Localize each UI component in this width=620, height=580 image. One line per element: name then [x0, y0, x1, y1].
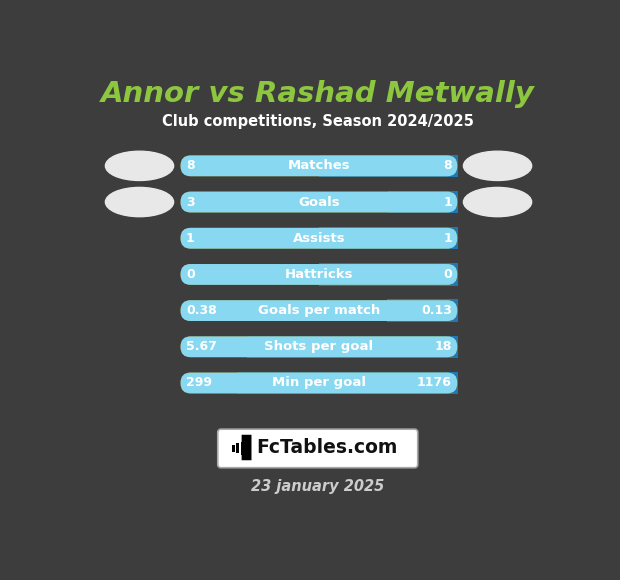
Text: 1: 1: [443, 232, 452, 245]
FancyBboxPatch shape: [180, 300, 458, 321]
Text: 1: 1: [443, 195, 452, 209]
Bar: [236, 444, 239, 454]
FancyBboxPatch shape: [180, 336, 458, 357]
Text: 5.67: 5.67: [186, 340, 217, 353]
FancyBboxPatch shape: [180, 264, 458, 285]
Ellipse shape: [105, 187, 174, 217]
Text: 0: 0: [443, 268, 452, 281]
Text: Min per goal: Min per goal: [272, 376, 366, 390]
Text: Annor vs Rashad Metwally: Annor vs Rashad Metwally: [101, 80, 534, 108]
Text: 1: 1: [186, 232, 195, 245]
FancyBboxPatch shape: [180, 155, 458, 176]
Bar: [387, 299, 458, 322]
Ellipse shape: [105, 151, 174, 180]
FancyBboxPatch shape: [180, 228, 458, 249]
Bar: [232, 445, 235, 451]
Text: 8: 8: [186, 160, 195, 172]
Text: 299: 299: [186, 376, 212, 390]
Text: Goals: Goals: [298, 195, 340, 209]
Text: Hattricks: Hattricks: [285, 268, 353, 281]
FancyBboxPatch shape: [180, 228, 458, 249]
Text: 0: 0: [186, 268, 195, 281]
Ellipse shape: [463, 151, 532, 180]
Text: 18: 18: [435, 340, 452, 353]
Text: 3: 3: [186, 195, 195, 209]
FancyBboxPatch shape: [180, 372, 458, 393]
Bar: [319, 227, 458, 249]
Text: 0.38: 0.38: [186, 304, 217, 317]
Text: Assists: Assists: [293, 232, 345, 245]
Text: Shots per goal: Shots per goal: [264, 340, 373, 353]
Text: Goals per match: Goals per match: [258, 304, 380, 317]
Bar: [247, 336, 458, 358]
Text: 8: 8: [443, 160, 452, 172]
Text: FcTables.com: FcTables.com: [256, 438, 398, 457]
Text: Club competitions, Season 2024/2025: Club competitions, Season 2024/2025: [162, 114, 474, 129]
FancyBboxPatch shape: [180, 336, 458, 357]
Text: 1176: 1176: [417, 376, 452, 390]
FancyBboxPatch shape: [180, 191, 458, 212]
Ellipse shape: [463, 187, 532, 217]
Text: 23 january 2025: 23 january 2025: [251, 480, 384, 494]
Text: 0.13: 0.13: [421, 304, 452, 317]
FancyBboxPatch shape: [180, 264, 458, 285]
FancyBboxPatch shape: [180, 372, 458, 393]
Bar: [319, 155, 458, 177]
FancyBboxPatch shape: [180, 300, 458, 321]
FancyBboxPatch shape: [218, 429, 418, 467]
Bar: [241, 441, 244, 455]
FancyBboxPatch shape: [180, 191, 458, 212]
FancyBboxPatch shape: [180, 155, 458, 176]
Text: Matches: Matches: [288, 160, 350, 172]
Text: ▐: ▐: [231, 435, 250, 461]
Bar: [388, 191, 458, 213]
Bar: [237, 372, 458, 394]
Bar: [319, 263, 458, 285]
